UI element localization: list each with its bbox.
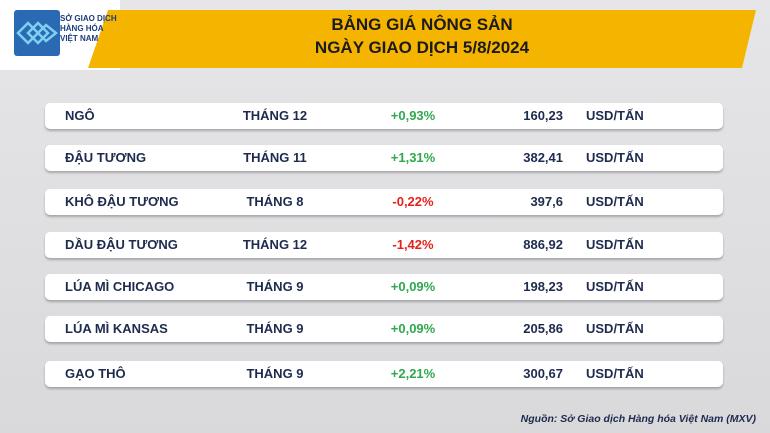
price: 886,92: [523, 237, 563, 252]
price: 397,6: [530, 194, 563, 209]
logo-line: VIỆT NAM: [60, 34, 99, 43]
table-row: NGÔ THÁNG 12 +0,93% 160,23 USD/TẤN: [45, 103, 723, 129]
price-change: +0,09%: [390, 279, 436, 294]
price: 300,67: [523, 366, 563, 381]
table-row: LÚA MÌ KANSAS THÁNG 9 +0,09% 205,86 USD/TẤN: [45, 316, 723, 342]
unit: USD/TẤN: [586, 194, 644, 209]
title: BẢNG GIÁ NÔNG SẢN: [331, 15, 513, 34]
logo-line: SỞ GIAO DỊCH: [60, 14, 117, 23]
price-change: +2,21%: [390, 366, 436, 381]
price-change: +1,31%: [390, 150, 436, 165]
price-change: +0,09%: [390, 321, 436, 336]
table-row: LÚA MÌ CHICAGO THÁNG 9 +0,09% 198,23 USD/TẤN: [45, 274, 723, 300]
unit: USD/TẤN: [586, 366, 644, 381]
price: 160,23: [523, 108, 563, 123]
contract-month: THÁNG 12: [242, 108, 308, 123]
price-change: -0,22%: [392, 194, 434, 209]
unit: USD/TẤN: [586, 108, 644, 123]
source-note: Nguồn: Sở Giao dịch Hàng hóa Việt Nam (M…: [520, 413, 756, 425]
subtitle: NGÀY GIAO DỊCH 5/8/2024: [314, 38, 530, 57]
contract-month: THÁNG 8: [246, 194, 304, 209]
table-row: GẠO THÔ THÁNG 9 +2,21% 300,67 USD/TẤN: [45, 361, 723, 387]
commodity: NGÔ: [65, 108, 95, 123]
table-row: KHÔ ĐẬU TƯƠNG THÁNG 8 -0,22% 397,6 USD/TẤN: [45, 189, 723, 215]
price: 205,86: [523, 321, 563, 336]
unit: USD/TẤN: [586, 237, 644, 252]
commodity: ĐẬU TƯƠNG: [65, 150, 147, 165]
unit: USD/TẤN: [586, 150, 644, 165]
price-change: +0,93%: [390, 108, 436, 123]
table-row: ĐẬU TƯƠNG THÁNG 11 +1,31% 382,41 USD/TẤN: [45, 145, 723, 171]
contract-month: THÁNG 9: [246, 279, 304, 294]
unit: USD/TẤN: [586, 279, 644, 294]
logo-line: HÀNG HÓA: [60, 24, 104, 33]
logo-icon: [14, 10, 60, 56]
price-change: -1,42%: [392, 237, 434, 252]
commodity: DẦU ĐẬU TƯƠNG: [65, 237, 178, 252]
commodity: KHÔ ĐẬU TƯƠNG: [65, 194, 179, 209]
price: 198,23: [523, 279, 563, 294]
table-row: DẦU ĐẬU TƯƠNG THÁNG 12 -1,42% 886,92 USD/TẤN: [45, 232, 723, 258]
title-banner: [88, 10, 756, 68]
contract-month: THÁNG 9: [246, 321, 304, 336]
contract-month: THÁNG 11: [243, 150, 307, 165]
unit: USD/TẤN: [586, 321, 644, 336]
commodity: GẠO THÔ: [65, 366, 126, 381]
commodity: LÚA MÌ CHICAGO: [65, 279, 175, 294]
price: 382,41: [523, 150, 563, 165]
contract-month: THÁNG 12: [242, 237, 308, 252]
contract-month: THÁNG 9: [246, 366, 304, 381]
commodity: LÚA MÌ KANSAS: [65, 321, 168, 336]
